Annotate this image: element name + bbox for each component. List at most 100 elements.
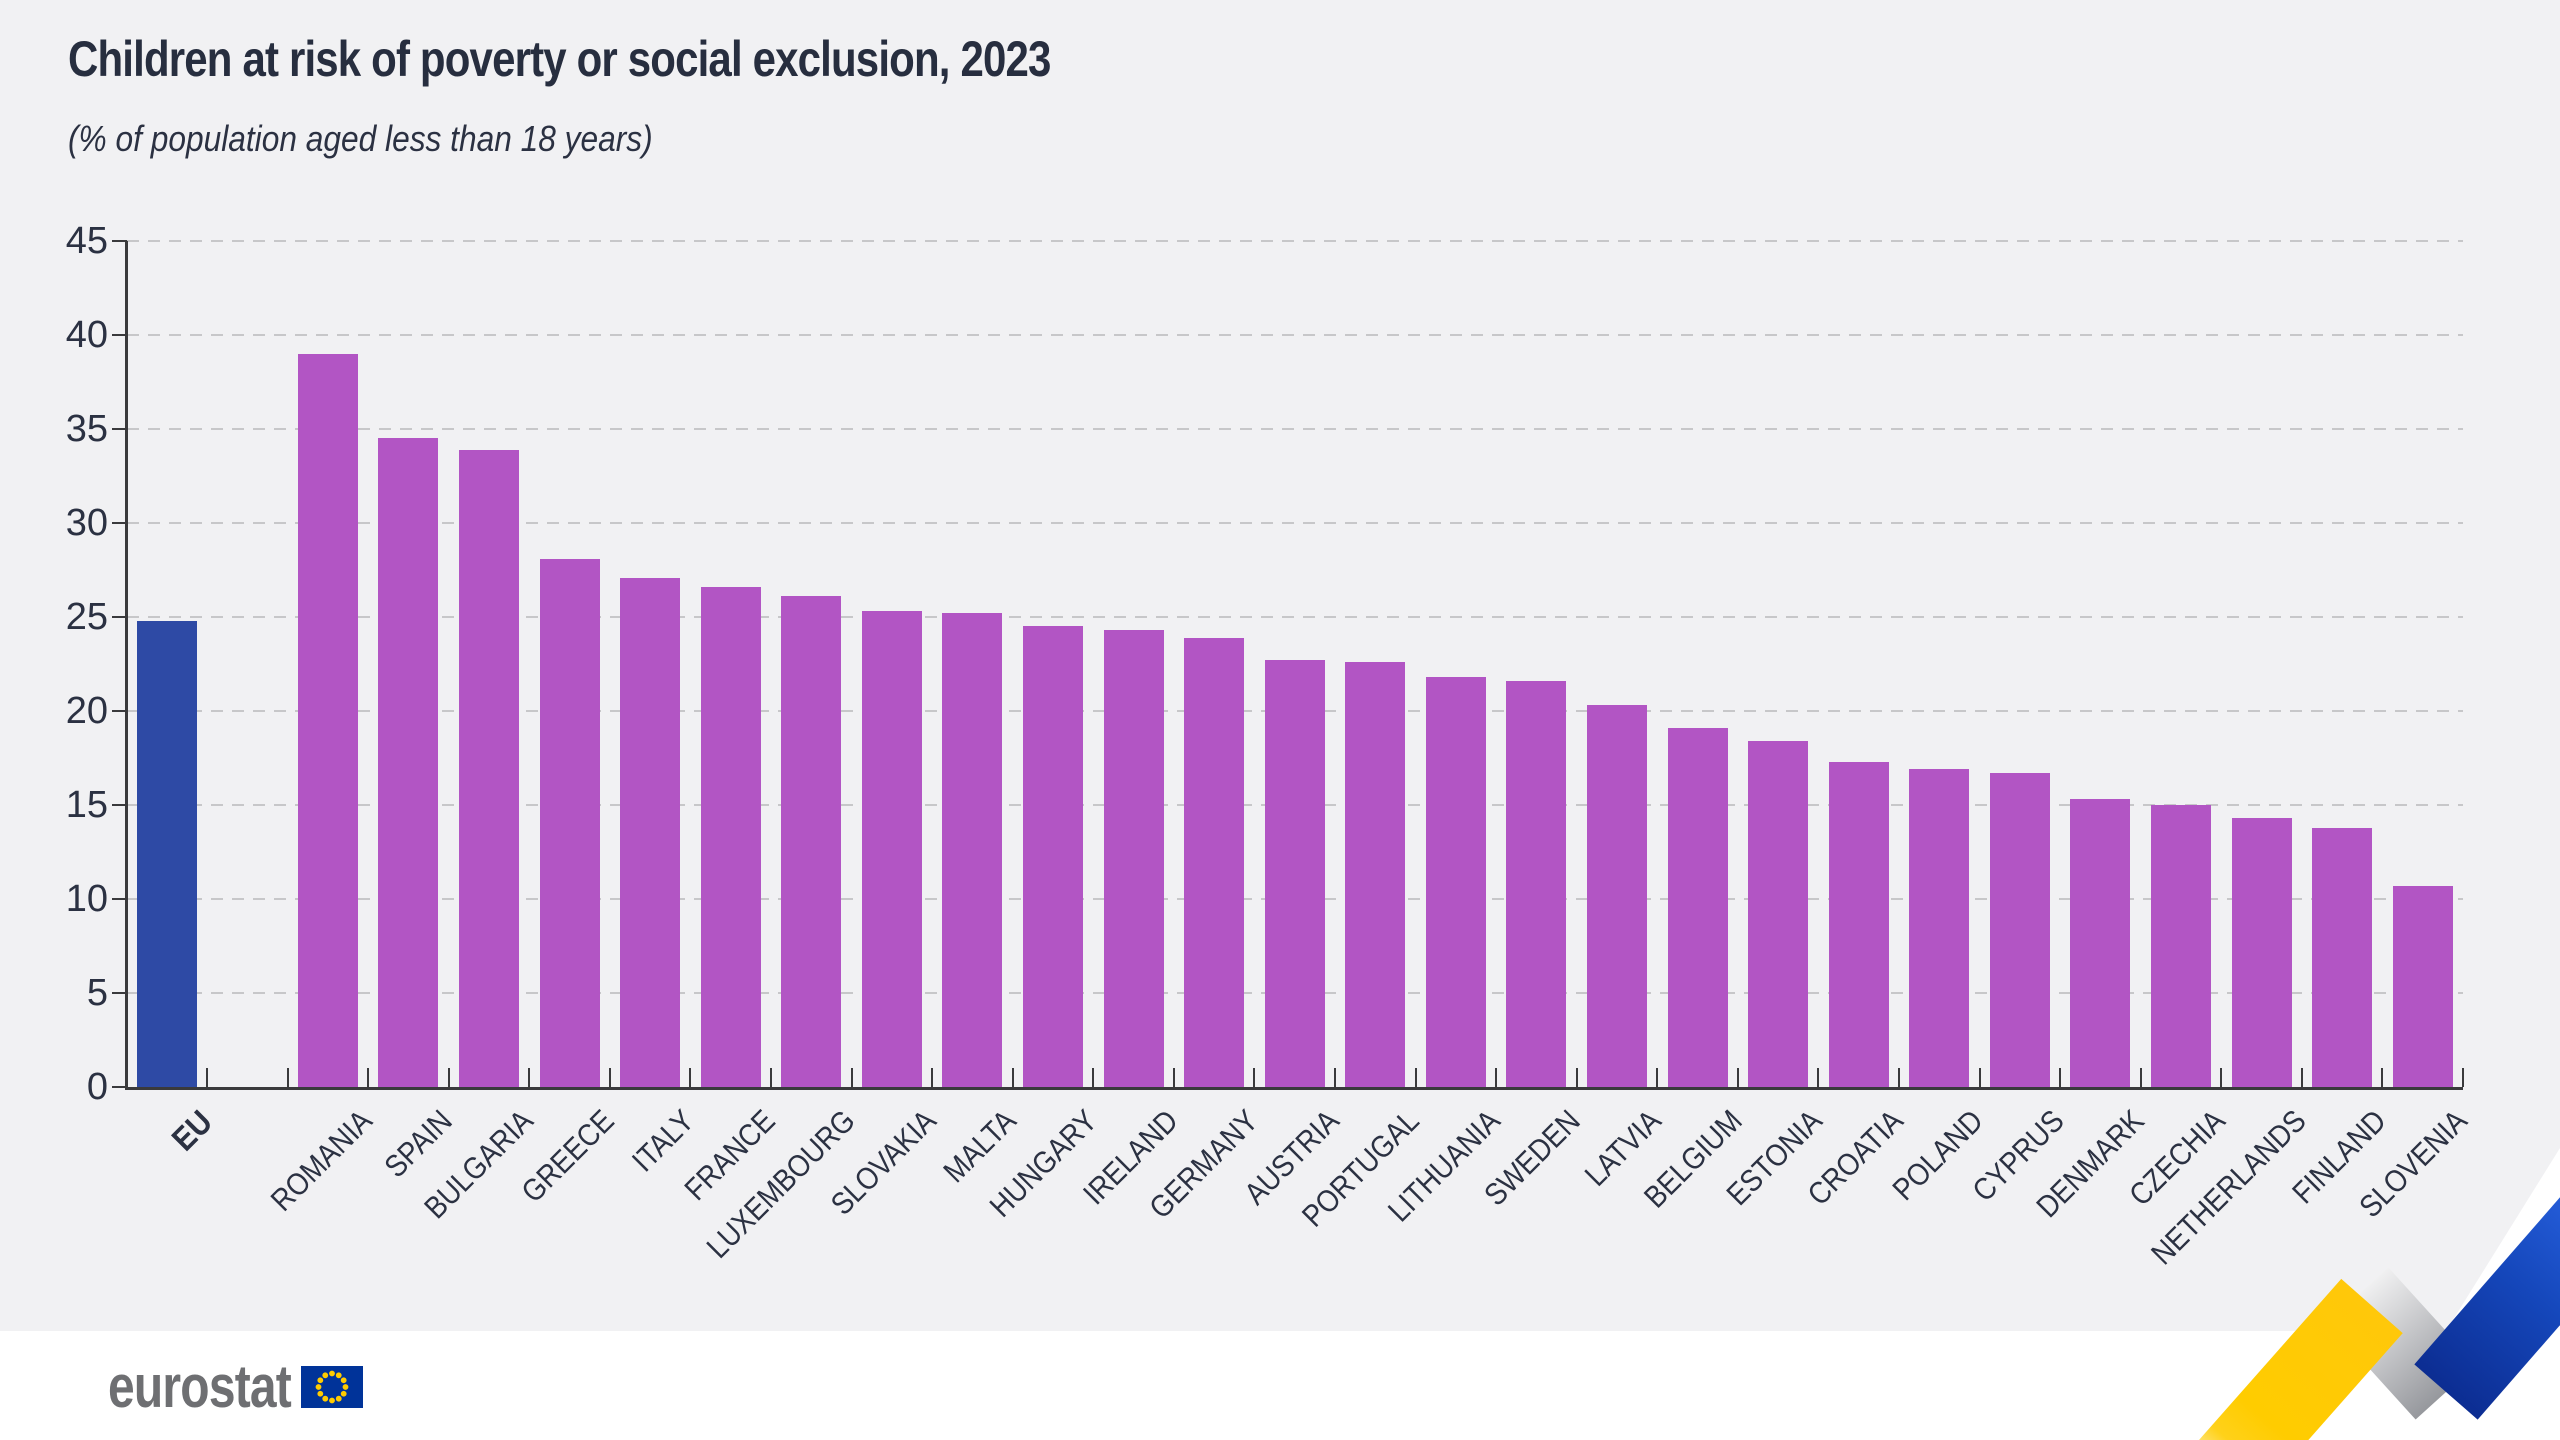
- x-axis-tick: [1736, 1068, 1739, 1087]
- y-axis-tick-0: [112, 1086, 127, 1088]
- x-axis-tick: [447, 1068, 450, 1087]
- bar-portugal: [1345, 662, 1406, 1087]
- y-axis-label-35: 35: [65, 408, 108, 450]
- x-axis-tick: [1495, 1068, 1498, 1087]
- bar-luxembourg: [781, 596, 842, 1087]
- x-axis-tick: [1092, 1068, 1095, 1087]
- x-axis-tick: [206, 1068, 208, 1087]
- y-axis-tick-25: [112, 616, 127, 618]
- bar-sweden: [1506, 680, 1567, 1087]
- eu-flag-star: [328, 1397, 335, 1403]
- eu-flag-star: [328, 1370, 335, 1376]
- y-axis-tick-10: [112, 898, 127, 900]
- eu-flag-star: [335, 1371, 342, 1378]
- y-axis-tick-5: [112, 992, 127, 994]
- gridline-25: [127, 616, 2463, 618]
- bar-spain: [378, 438, 439, 1087]
- x-axis-tick: [286, 1068, 289, 1087]
- y-axis-line: [125, 241, 128, 1087]
- x-axis-tick: [2139, 1068, 2142, 1087]
- bar-italy: [620, 577, 681, 1087]
- bar-slovakia: [861, 611, 922, 1087]
- bar-germany: [1184, 637, 1245, 1087]
- y-axis-label-10: 10: [65, 878, 108, 920]
- y-axis-label-45: 45: [65, 220, 108, 262]
- bar-lithuania: [1425, 677, 1486, 1087]
- y-axis-tick-45: [112, 240, 127, 242]
- x-axis-tick: [1414, 1068, 1417, 1087]
- eu-flag-star: [340, 1376, 347, 1383]
- gridline-45: [127, 240, 2463, 242]
- y-axis-label-20: 20: [65, 690, 108, 732]
- y-axis-label-0: 0: [86, 1066, 108, 1108]
- x-axis-tick: [2461, 1068, 2464, 1087]
- eu-flag-star: [342, 1383, 349, 1390]
- page-subtitle: (% of population aged less than 18 years…: [68, 118, 653, 159]
- y-axis-tick-15: [112, 804, 127, 806]
- x-axis-tick: [1172, 1068, 1175, 1087]
- eu-flag-star: [317, 1376, 323, 1383]
- y-axis-tick-40: [112, 334, 127, 336]
- x-axis-tick: [1656, 1068, 1659, 1087]
- y-axis-label-30: 30: [65, 502, 108, 544]
- bar-france: [700, 586, 761, 1087]
- y-axis-label-25: 25: [65, 596, 108, 638]
- page-title: Children at risk of poverty or social ex…: [68, 31, 1051, 87]
- eu-flag-icon: [300, 1365, 363, 1408]
- bar-ireland: [1103, 630, 1164, 1087]
- x-axis-tick: [1011, 1068, 1014, 1087]
- gridline-30: [127, 522, 2463, 524]
- eurostat-logo-text: eurostat: [108, 1353, 292, 1420]
- bar-slovenia: [2392, 885, 2453, 1087]
- gridline-40: [127, 334, 2463, 336]
- bar-finland: [2312, 827, 2373, 1087]
- eu-flag-star: [340, 1390, 347, 1397]
- x-axis-tick: [2220, 1068, 2223, 1087]
- x-axis-tick: [1253, 1068, 1256, 1087]
- bar-romania: [297, 353, 358, 1087]
- eu-flag-stars: [315, 1370, 349, 1403]
- bar-malta: [942, 613, 1003, 1087]
- y-axis-label-15: 15: [65, 784, 108, 826]
- x-axis-tick: [850, 1068, 853, 1087]
- bar-croatia: [1828, 761, 1889, 1087]
- x-axis-tick: [2059, 1068, 2062, 1087]
- eu-flag-star: [315, 1383, 322, 1390]
- x-axis-tick: [931, 1068, 934, 1087]
- bar-eu: [137, 620, 197, 1087]
- x-axis-tick: [689, 1068, 692, 1087]
- bar-latvia: [1586, 705, 1647, 1087]
- bar-austria: [1264, 660, 1325, 1087]
- y-axis-label-5: 5: [86, 972, 108, 1014]
- x-axis-tick: [528, 1068, 531, 1087]
- eu-flag-star: [322, 1395, 328, 1402]
- x-axis-tick: [1897, 1068, 1900, 1087]
- y-axis-tick-35: [112, 428, 127, 430]
- x-axis-tick: [2300, 1068, 2303, 1087]
- eurostat-logo: eurostat: [108, 1352, 363, 1421]
- bar-hungary: [1022, 626, 1083, 1087]
- x-axis-line: [125, 1087, 2463, 1090]
- x-axis-tick: [608, 1068, 611, 1087]
- x-axis-tick: [1333, 1068, 1336, 1087]
- eu-flag-star: [322, 1371, 328, 1378]
- bar-poland: [1909, 769, 1970, 1087]
- x-axis-tick: [2381, 1068, 2384, 1087]
- gridline-35: [127, 428, 2463, 430]
- bar-bulgaria: [458, 449, 519, 1087]
- eu-flag-star: [335, 1395, 342, 1402]
- y-axis-tick-20: [112, 710, 127, 712]
- x-axis-tick: [1575, 1068, 1578, 1087]
- bar-belgium: [1667, 727, 1728, 1087]
- bar-czechia: [2150, 805, 2211, 1087]
- y-axis-tick-30: [112, 522, 127, 524]
- bar-estonia: [1748, 741, 1809, 1087]
- x-axis-tick: [1978, 1068, 1981, 1087]
- x-axis-tick: [1817, 1068, 1820, 1087]
- eu-flag-star: [317, 1390, 323, 1397]
- x-axis-tick: [769, 1068, 772, 1087]
- bar-denmark: [2070, 799, 2131, 1087]
- bar-cyprus: [1989, 773, 2050, 1087]
- bar-netherlands: [2231, 818, 2292, 1087]
- y-axis-label-40: 40: [65, 314, 108, 356]
